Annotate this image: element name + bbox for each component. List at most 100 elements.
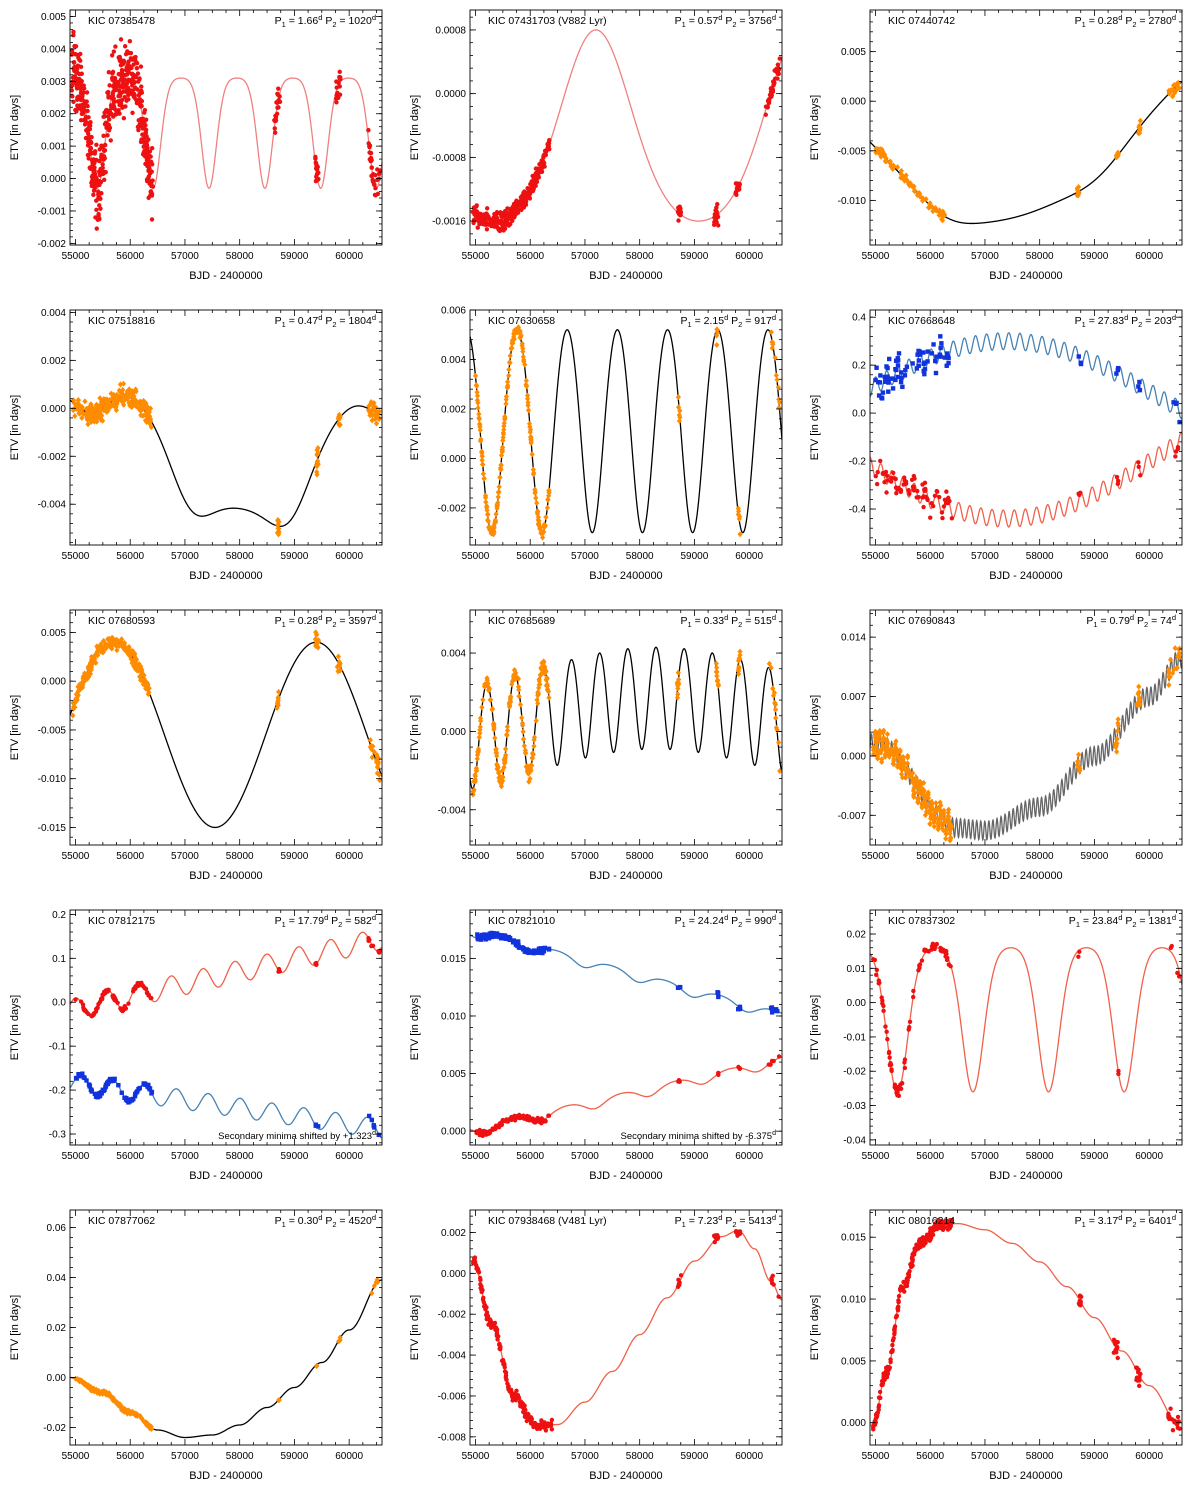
data-point [81, 102, 86, 108]
data-point [511, 330, 517, 337]
data-point [480, 461, 486, 468]
data-point [776, 404, 782, 411]
data-point [1166, 681, 1172, 688]
data-point [1137, 697, 1143, 704]
data-point [273, 118, 279, 123]
data-point [529, 754, 535, 761]
y-tick-label: 0.004 [441, 649, 466, 660]
period-label-part: P [1075, 315, 1082, 327]
data-point [336, 80, 341, 86]
data-point [1114, 736, 1120, 743]
data-point [108, 1078, 113, 1084]
data-point [923, 804, 929, 811]
data-point [930, 208, 936, 215]
y-tick-label: 0.005 [41, 628, 66, 639]
data-point [874, 147, 880, 154]
x-axis-label: BJD - 2400000 [189, 270, 262, 282]
data-point [500, 1117, 505, 1123]
data-point [132, 650, 138, 657]
data-point [1165, 666, 1172, 673]
data-point [103, 989, 108, 994]
data-point [904, 364, 910, 369]
data-point [484, 503, 490, 510]
plot-area [470, 646, 782, 798]
data-point [275, 698, 281, 705]
data-point [736, 515, 742, 522]
data-point [546, 144, 552, 149]
data-point [492, 933, 497, 939]
data-point [1136, 384, 1141, 389]
data-point [376, 755, 382, 762]
data-point [314, 643, 320, 650]
data-point [336, 411, 342, 418]
data-point [906, 488, 911, 493]
data-point [933, 370, 939, 376]
data-point [1115, 481, 1121, 487]
data-point [108, 1393, 114, 1400]
data-point [118, 396, 124, 403]
data-point [899, 1081, 905, 1086]
data-point [139, 103, 144, 109]
data-point [142, 150, 147, 155]
data-point [76, 687, 82, 694]
data-point [714, 209, 719, 214]
data-point [769, 93, 774, 98]
data-point [914, 366, 920, 371]
x-tick-label: 59000 [681, 551, 709, 562]
data-point [890, 760, 896, 767]
period-label-part: d [1124, 313, 1128, 322]
data-point [546, 140, 551, 145]
data-point [911, 183, 917, 190]
data-point [335, 653, 341, 660]
data-point [106, 117, 112, 122]
data-point [1076, 954, 1081, 959]
x-tick-label: 60000 [335, 851, 363, 862]
data-point [676, 218, 681, 223]
period-label: P1 = 2.15d P2 = 917d [680, 313, 776, 329]
data-point [883, 377, 888, 382]
data-point [909, 477, 915, 483]
data-point [314, 631, 320, 638]
y-axis-label: ETV [in days] [809, 395, 821, 460]
data-point [496, 769, 502, 776]
data-point [940, 822, 946, 829]
data-point [535, 514, 542, 521]
data-point [480, 470, 486, 477]
shift-note-text: Secondary minima shifted by -6.375 [621, 1131, 773, 1142]
data-point [125, 49, 130, 54]
data-point [946, 820, 953, 827]
x-tick-label: 56000 [916, 251, 944, 262]
data-point [86, 115, 91, 120]
etv-panel: 55000 56000 57000 58000 59000 60000 -0.002 0.00… [409, 306, 783, 582]
etv-panel: 55000 56000 57000 58000 59000 60000 -0.04 -0.03… [809, 909, 1183, 1182]
data-point [768, 664, 774, 671]
etv-panel: 55000 56000 57000 58000 59000 60000 -0.3 -0.2 -0… [9, 909, 383, 1182]
data-point [313, 629, 319, 636]
data-point [136, 93, 142, 98]
data-point [106, 70, 112, 75]
data-point [890, 166, 896, 173]
data-point [131, 986, 136, 992]
data-point [894, 491, 899, 496]
data-point [313, 179, 319, 184]
period-label-part: 1 [682, 20, 686, 29]
data-point [886, 1049, 892, 1055]
data-point [119, 1007, 124, 1012]
data-point [366, 402, 372, 409]
period-label-part: = 2780 [1137, 15, 1172, 27]
y-tick-label: 0.001 [41, 142, 66, 153]
data-point [776, 739, 782, 746]
data-point [735, 182, 741, 187]
data-point [768, 329, 774, 336]
data-point [96, 1001, 101, 1007]
data-point [1137, 379, 1142, 385]
data-point [136, 1086, 141, 1092]
data-point [1115, 150, 1121, 157]
period-label-part: 2 [338, 920, 342, 929]
data-point [884, 490, 889, 495]
x-axis-label: BJD - 2400000 [989, 570, 1062, 582]
data-point [944, 363, 949, 368]
data-point [371, 399, 377, 406]
period-label-part: d [718, 13, 722, 22]
data-point [474, 382, 480, 389]
